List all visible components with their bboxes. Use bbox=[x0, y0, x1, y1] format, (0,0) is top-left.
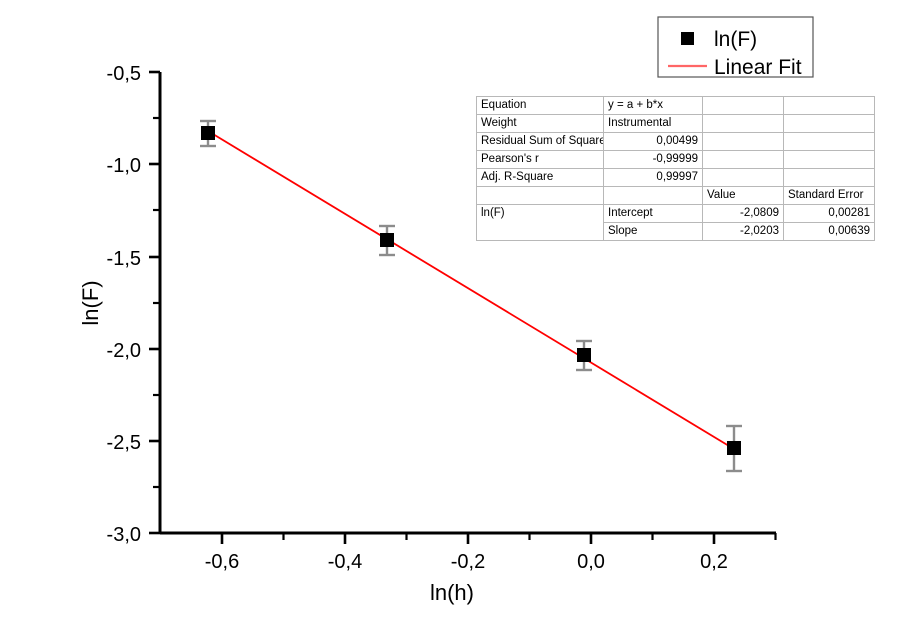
y-tick-label-5: -3,0 bbox=[107, 524, 141, 546]
table-row: Residual Sum of Squares 0,00499 bbox=[476, 132, 875, 151]
stats-row-col3 bbox=[702, 132, 784, 151]
x-axis-title: ln(h) bbox=[430, 580, 474, 605]
data-series-lnF bbox=[200, 119, 742, 473]
y-tick-label-2: -1,5 bbox=[107, 248, 141, 270]
stats-header-value: Value bbox=[702, 186, 784, 205]
y-tick-label-1: -1,0 bbox=[107, 155, 141, 177]
y-axis-title: ln(F) bbox=[78, 280, 103, 325]
x-tick-label-4: 0,2 bbox=[700, 551, 728, 573]
x-tick-label-0: -0,6 bbox=[205, 551, 239, 573]
y-axis-major-ticks bbox=[149, 70, 160, 535]
stats-row-col3 bbox=[702, 96, 784, 115]
stats-row-label: Pearson's r bbox=[476, 150, 604, 169]
y-tick-label-3: -2,0 bbox=[107, 340, 141, 362]
fit-param-value: -2,0203 bbox=[702, 222, 784, 241]
y-tick-label-0: -0,5 bbox=[107, 63, 141, 85]
data-point bbox=[576, 339, 592, 372]
legend-label-linear-fit: Linear Fit bbox=[714, 56, 802, 79]
stats-row-col4 bbox=[783, 96, 875, 115]
fit-param-error: 0,00281 bbox=[783, 204, 875, 223]
x-axis-major-ticks bbox=[220, 533, 716, 544]
stats-row-label: Residual Sum of Squares bbox=[476, 132, 604, 151]
stats-table-container: Equation y = a + b*x Weight Instrumental… bbox=[476, 96, 875, 241]
table-row: ln(F) Intercept -2,0809 0,00281 bbox=[476, 204, 875, 241]
fit-param-name: Slope bbox=[603, 222, 703, 241]
y-tick-label-4: -2,5 bbox=[107, 432, 141, 454]
table-header-row: Value Standard Error bbox=[476, 186, 875, 205]
fit-param-error: 0,00639 bbox=[783, 222, 875, 241]
stats-header-blank2 bbox=[603, 186, 703, 205]
table-row: Slope -2,0203 0,00639 bbox=[477, 222, 875, 241]
stats-header-blank1 bbox=[476, 186, 604, 205]
y-axis-minor-ticks bbox=[153, 116, 160, 489]
table-row: Weight Instrumental bbox=[476, 114, 875, 133]
stats-row-value: y = a + b*x bbox=[603, 96, 703, 115]
stats-row-col4 bbox=[783, 114, 875, 133]
table-row: Equation y = a + b*x bbox=[476, 96, 875, 115]
table-row: Pearson's r -0,99999 bbox=[476, 150, 875, 169]
chart-legend[interactable]: ln(F) Linear Fit bbox=[657, 16, 814, 79]
stats-row-col4 bbox=[783, 132, 875, 151]
legend-marker-square-icon bbox=[681, 32, 694, 45]
data-point bbox=[726, 424, 742, 473]
stats-row-col4 bbox=[783, 168, 875, 187]
legend-label-lnF: ln(F) bbox=[714, 28, 757, 51]
data-point bbox=[379, 224, 395, 257]
stats-table: Equation y = a + b*x Weight Instrumental… bbox=[476, 96, 875, 241]
x-tick-label-3: 0,0 bbox=[577, 551, 605, 573]
x-tick-label-1: -0,4 bbox=[328, 551, 362, 573]
stats-row-value: 0,00499 bbox=[603, 132, 703, 151]
stats-row-col3 bbox=[702, 114, 784, 133]
stats-row-label: Equation bbox=[476, 96, 604, 115]
fit-param-value: -2,0809 bbox=[702, 204, 784, 223]
x-axis-minor-ticks bbox=[282, 533, 777, 540]
linear-fit-line bbox=[207, 130, 735, 450]
data-point bbox=[200, 119, 216, 148]
x-tick-label-2: -0,2 bbox=[451, 551, 485, 573]
fit-series-label: ln(F) bbox=[476, 204, 604, 241]
stats-row-value: Instrumental bbox=[603, 114, 703, 133]
stats-row-value: -0,99999 bbox=[603, 150, 703, 169]
stats-row-value: 0,99997 bbox=[603, 168, 703, 187]
stats-row-col3 bbox=[702, 168, 784, 187]
table-row: Adj. R-Square 0,99997 bbox=[476, 168, 875, 187]
stats-row-col4 bbox=[783, 150, 875, 169]
fit-param-name: Intercept bbox=[603, 204, 703, 223]
stats-row-label: Adj. R-Square bbox=[476, 168, 604, 187]
stats-row-label: Weight bbox=[476, 114, 604, 133]
stats-header-standard-error: Standard Error bbox=[783, 186, 875, 205]
stats-row-col3 bbox=[702, 150, 784, 169]
